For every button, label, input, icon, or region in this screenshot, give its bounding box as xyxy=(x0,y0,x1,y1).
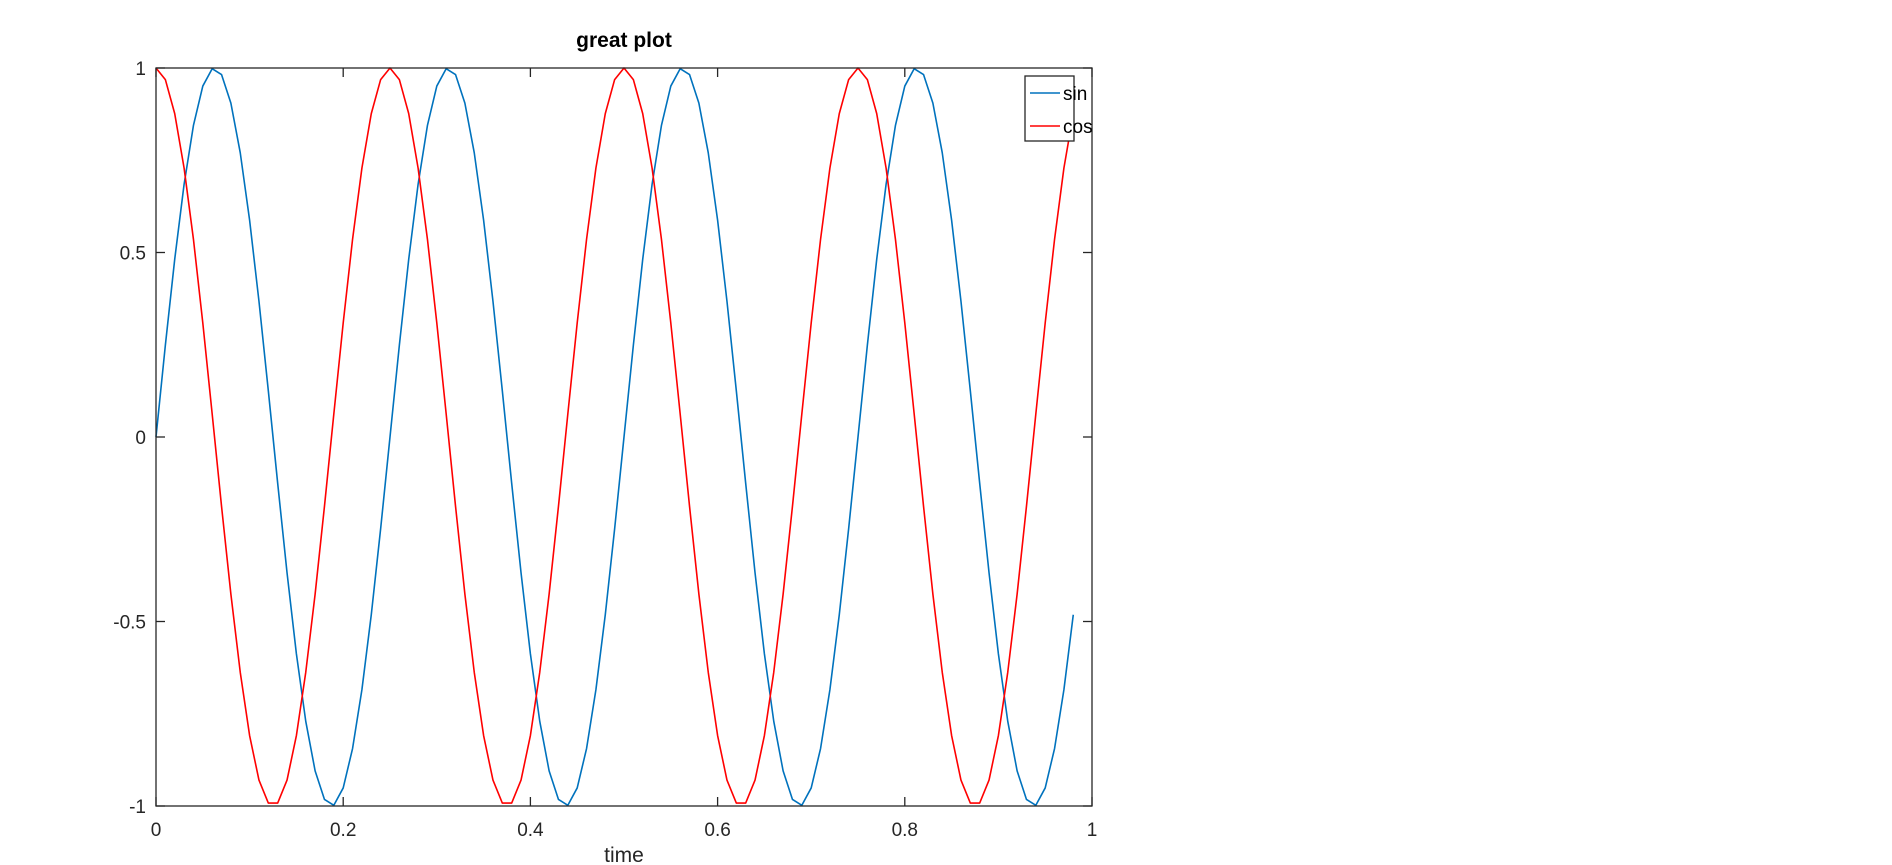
y-tick-label: 0.5 xyxy=(120,244,146,265)
x-axis-title: time xyxy=(604,844,644,865)
series-layer xyxy=(155,67,1075,807)
x-tick-label: 0.6 xyxy=(704,820,730,841)
x-axis-tick-labels: 0 0.2 0.4 0.6 0.8 1 xyxy=(151,820,1098,841)
x-tick-label: 0.4 xyxy=(517,820,544,841)
legend-box xyxy=(1024,75,1075,142)
x-tick-label: 0.2 xyxy=(330,820,356,841)
legend-label-sin: sin xyxy=(1063,84,1087,105)
y-tick-label: -0.5 xyxy=(113,613,146,634)
y-axis-tick-labels: 1 0.5 0 -0.5 -1 xyxy=(113,59,146,818)
series-line-cos xyxy=(155,67,1075,804)
chart-title: great plot xyxy=(576,29,672,52)
y-tick-label: 0 xyxy=(135,428,146,449)
legend-label-cos: cos xyxy=(1063,117,1093,138)
series-line-sin xyxy=(155,67,1075,807)
y-tick-label: -1 xyxy=(129,797,146,818)
y-tick-label: 1 xyxy=(135,59,146,80)
x-tick-label: 0.8 xyxy=(892,820,918,841)
legend: sin cos xyxy=(1024,75,1093,142)
x-tick-label: 0 xyxy=(151,820,162,841)
tick-marks xyxy=(155,67,1093,807)
x-tick-label: 1 xyxy=(1087,820,1098,841)
